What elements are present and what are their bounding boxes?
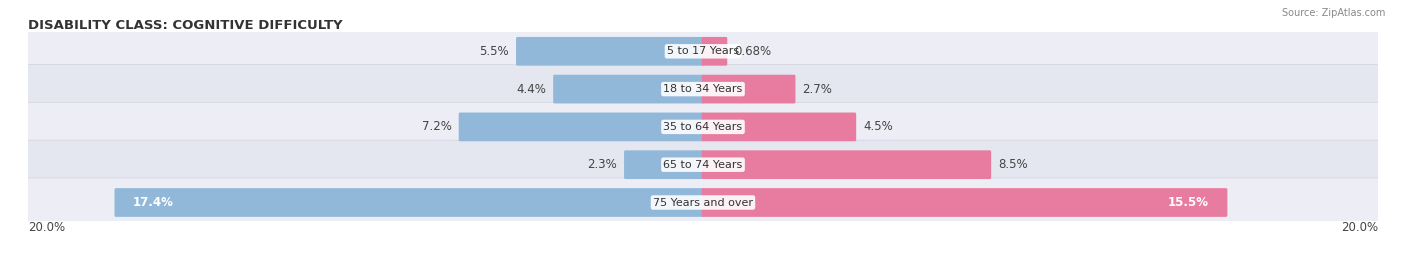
Text: 20.0%: 20.0% [1341,221,1378,234]
FancyBboxPatch shape [702,188,1227,217]
FancyBboxPatch shape [22,102,1384,151]
Text: 75 Years and over: 75 Years and over [652,197,754,208]
Text: 65 to 74 Years: 65 to 74 Years [664,160,742,170]
Text: 2.3%: 2.3% [588,158,617,171]
FancyBboxPatch shape [702,113,856,141]
Text: 7.2%: 7.2% [422,120,451,133]
FancyBboxPatch shape [22,178,1384,227]
FancyBboxPatch shape [702,150,991,179]
Text: DISABILITY CLASS: COGNITIVE DIFFICULTY: DISABILITY CLASS: COGNITIVE DIFFICULTY [28,19,343,32]
Text: 2.7%: 2.7% [803,83,832,96]
Text: 35 to 64 Years: 35 to 64 Years [664,122,742,132]
FancyBboxPatch shape [624,150,704,179]
Text: 0.68%: 0.68% [734,45,772,58]
FancyBboxPatch shape [22,65,1384,114]
FancyBboxPatch shape [458,113,704,141]
Text: 5 to 17 Years: 5 to 17 Years [666,46,740,56]
Text: Source: ZipAtlas.com: Source: ZipAtlas.com [1281,8,1385,18]
FancyBboxPatch shape [702,37,727,66]
Text: 8.5%: 8.5% [998,158,1028,171]
Text: 5.5%: 5.5% [479,45,509,58]
FancyBboxPatch shape [702,75,796,103]
Text: 18 to 34 Years: 18 to 34 Years [664,84,742,94]
FancyBboxPatch shape [114,188,704,217]
FancyBboxPatch shape [22,140,1384,189]
FancyBboxPatch shape [22,27,1384,76]
Text: 17.4%: 17.4% [132,196,173,209]
FancyBboxPatch shape [553,75,704,103]
Text: 15.5%: 15.5% [1168,196,1209,209]
Text: 20.0%: 20.0% [28,221,65,234]
Text: 4.5%: 4.5% [863,120,893,133]
FancyBboxPatch shape [516,37,704,66]
Text: 4.4%: 4.4% [516,83,546,96]
